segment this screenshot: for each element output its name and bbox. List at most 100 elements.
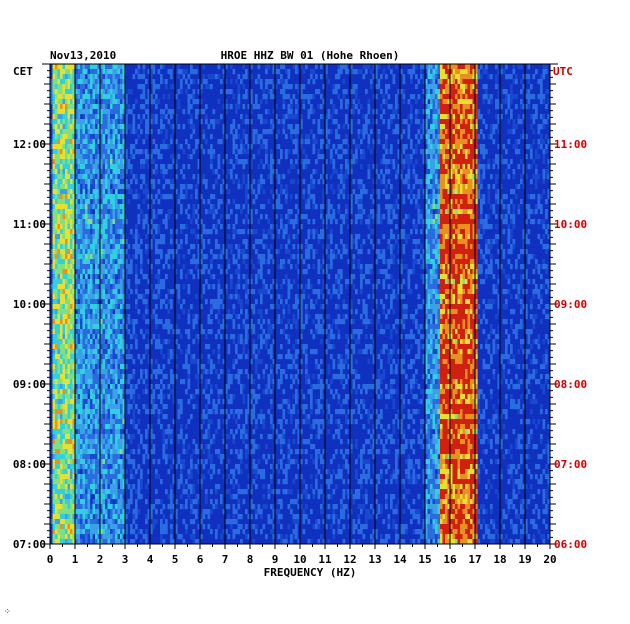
heatmap-cell [62,269,66,275]
heatmap-cell [287,169,291,175]
heatmap-cell [122,99,126,105]
heatmap-cell [57,184,61,190]
heatmap-cell [202,269,206,275]
heatmap-cell [170,194,173,200]
heatmap-cell [450,89,453,95]
heatmap-cell [512,219,516,225]
heatmap-cell [90,214,93,220]
heatmap-cell [382,94,386,100]
heatmap-cell [462,114,466,120]
heatmap-cell [350,69,353,75]
heatmap-cell [100,204,103,210]
heatmap-cell [70,289,73,295]
heatmap-cell [417,139,421,145]
heatmap-cell [457,234,461,240]
heatmap-cell [540,294,543,300]
heatmap-cell [405,119,408,125]
heatmap-cell [350,159,353,165]
heatmap-cell [440,209,443,215]
heatmap-cell [80,109,83,115]
heatmap-cell [355,219,358,225]
heatmap-cell [105,64,108,70]
heatmap-cell [107,149,111,155]
heatmap-cell [457,149,461,155]
heatmap-cell [165,214,168,220]
heatmap-cell [107,194,111,200]
heatmap-cell [442,184,446,190]
heatmap-cell [57,244,61,250]
heatmap-cell [60,294,63,300]
heatmap-cell [230,124,233,130]
heatmap-cell [532,294,536,300]
heatmap-cell [245,284,248,290]
heatmap-cell [285,184,288,190]
heatmap-cell [252,179,256,185]
heatmap-cell [527,74,531,80]
heatmap-cell [107,169,111,175]
heatmap-cell [247,174,251,180]
heatmap-cell [490,259,493,265]
heatmap-cell [220,289,223,295]
heatmap-cell [147,89,151,95]
heatmap-cell [360,69,363,75]
heatmap-cell [277,144,281,150]
heatmap-cell [105,84,108,90]
heatmap-cell [92,104,96,110]
heatmap-cell [535,264,538,270]
heatmap-cell [105,184,108,190]
heatmap-cell [447,249,451,255]
heatmap-cell [102,294,106,300]
heatmap-cell [430,174,433,180]
heatmap-cell [367,139,371,145]
heatmap-cell [72,289,76,295]
heatmap-cell [475,234,478,240]
heatmap-cell [50,119,53,125]
heatmap-cell [95,204,98,210]
heatmap-cell [100,244,103,250]
heatmap-cell [100,264,103,270]
heatmap-cell [530,154,533,160]
heatmap-cell [95,244,98,250]
heatmap-cell [435,139,438,145]
heatmap-cell [302,179,306,185]
heatmap-cell [470,274,473,280]
heatmap-cell [447,104,451,110]
heatmap-cell [75,269,78,275]
heatmap-cell [447,74,451,80]
heatmap-cell [207,74,211,80]
heatmap-cell [135,279,138,285]
heatmap-cell [287,219,291,225]
heatmap-cell [402,194,406,200]
heatmap-cell [65,254,68,260]
heatmap-cell [437,244,441,250]
heatmap-cell [107,294,111,300]
heatmap-cell [75,299,78,305]
heatmap-cell [112,274,116,280]
heatmap-cell [185,69,188,75]
heatmap-cell [112,284,116,290]
heatmap-cell [327,139,331,145]
heatmap-cell [547,139,551,145]
heatmap-cell [422,154,426,160]
heatmap-cell [410,269,413,275]
heatmap-cell [455,219,458,225]
heatmap-cell [72,264,76,270]
heatmap-cell [122,109,126,115]
heatmap-cell [495,189,498,195]
heatmap-cell [87,204,91,210]
heatmap-cell [280,189,283,195]
heatmap-cell [497,114,501,120]
heatmap-cell [90,114,93,120]
heatmap-cell [97,249,101,255]
heatmap-cell [470,219,473,225]
heatmap-cell [80,209,83,215]
heatmap-cell [360,149,363,155]
heatmap-cell [445,84,448,90]
heatmap-cell [480,64,483,70]
heatmap-cell [445,289,448,295]
heatmap-cell [460,89,463,95]
heatmap-cell [447,234,451,240]
heatmap-cell [100,224,103,230]
heatmap-cell [455,179,458,185]
heatmap-cell [227,224,231,230]
